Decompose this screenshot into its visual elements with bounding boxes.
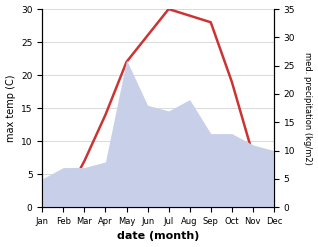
X-axis label: date (month): date (month) — [117, 231, 199, 242]
Y-axis label: max temp (C): max temp (C) — [5, 74, 16, 142]
Y-axis label: med. precipitation (kg/m2): med. precipitation (kg/m2) — [303, 52, 313, 165]
